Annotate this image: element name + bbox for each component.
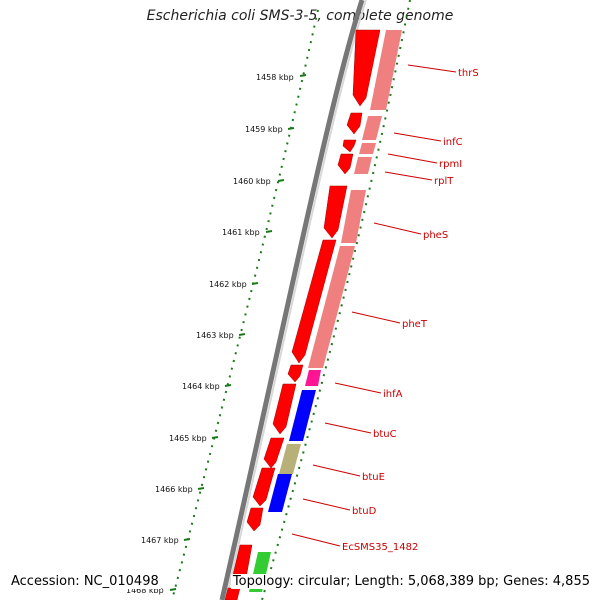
- ruler-label: 1462 kbp: [209, 280, 247, 289]
- gene-band: [341, 190, 366, 243]
- ruler-label: 1460 kbp: [233, 177, 271, 186]
- ruler-label: 1468 kbp: [126, 586, 164, 595]
- ruler-tick: [183, 538, 191, 541]
- gene-band: [308, 246, 355, 368]
- cds-arrow: [272, 383, 297, 435]
- leader-line: [393, 132, 442, 142]
- label-leaders: [291, 64, 457, 547]
- ruler-outer-dotted: [171, 9, 319, 600]
- ruler-label: 1465 kbp: [169, 434, 207, 443]
- cds-arrows: [224, 29, 381, 600]
- ruler-label: 1466 kbp: [155, 485, 193, 494]
- ruler-ticks: [169, 74, 307, 591]
- leader-line: [373, 222, 422, 235]
- ruler-labels: 1458 kbp 1459 kbp 1460 kbp 1461 kbp 1462…: [126, 73, 294, 595]
- cds-arrow: [263, 437, 285, 469]
- ruler-label: 1458 kbp: [256, 73, 294, 82]
- leader-line: [334, 382, 382, 394]
- cds-arrow: [352, 29, 381, 107]
- gene-band: [279, 444, 301, 474]
- cds-arrow: [323, 185, 348, 239]
- gene-label-btuD: btuD: [352, 506, 377, 517]
- ruler-label: 1461 kbp: [222, 228, 260, 237]
- ruler-tick: [251, 282, 259, 285]
- gene-band: [359, 143, 376, 154]
- gene-band: [354, 157, 372, 174]
- cds-arrow: [291, 239, 337, 364]
- ruler-tick: [197, 487, 205, 490]
- gene-label-btuC: btuC: [373, 429, 397, 440]
- ruler-label: 1467 kbp: [141, 536, 179, 545]
- gene-label-thrS: thrS: [458, 68, 479, 79]
- gene-band: [305, 370, 321, 386]
- gene-label-rpmI: rpmI: [439, 159, 462, 170]
- leader-line: [302, 498, 351, 511]
- ruler-tick: [224, 384, 232, 387]
- gene-band: [289, 390, 316, 441]
- gene-label-EcSMS35_1482: EcSMS35_1482: [342, 542, 418, 553]
- ruler-tick: [287, 127, 295, 130]
- genome-summary-text: Topology: circular; Length: 5,068,389 bp…: [230, 574, 592, 589]
- leader-line: [351, 311, 401, 324]
- gene-band: [362, 116, 382, 140]
- ruler-label: 1463 kbp: [196, 331, 234, 340]
- gene-label-btuE: btuE: [362, 472, 385, 483]
- cds-arrow: [337, 153, 354, 175]
- ruler-tick: [238, 333, 246, 336]
- accession-text: Accession: NC_010498: [9, 574, 161, 589]
- cds-arrow: [287, 364, 304, 383]
- cds-arrow: [342, 139, 357, 153]
- ruler-inner-dotted: [261, 0, 411, 600]
- leader-line: [312, 464, 361, 477]
- leader-line: [407, 64, 457, 73]
- ruler-tick: [265, 230, 273, 233]
- gene-label-infC: infC: [443, 137, 463, 148]
- gene-labels: thrS infC rpmI rplT pheS pheT ihfA btuC …: [342, 68, 479, 553]
- cds-arrow: [224, 587, 241, 600]
- ruler-tick: [169, 588, 177, 591]
- leader-line: [324, 422, 372, 434]
- leader-line: [291, 533, 341, 547]
- map-title: Escherichia coli SMS-3-5, complete genom…: [146, 8, 454, 24]
- gene-bands: [249, 30, 402, 592]
- ruler-tick: [211, 436, 219, 439]
- cds-arrow: [246, 507, 264, 532]
- gene-label-pheS: pheS: [423, 230, 448, 241]
- gene-label-rplT: rplT: [434, 176, 454, 187]
- ruler-label: 1459 kbp: [245, 125, 283, 134]
- ruler-tick: [299, 74, 307, 77]
- gene-band: [268, 474, 292, 512]
- genome-backbone: [219, 0, 365, 600]
- gene-band: [370, 30, 402, 110]
- leader-line: [387, 153, 438, 164]
- gene-label-pheT: pheT: [402, 319, 428, 330]
- ruler-tick: [277, 179, 285, 182]
- cds-arrow: [252, 467, 276, 507]
- genome-backbone-highlight: [225, 0, 367, 600]
- ruler-label: 1464 kbp: [182, 382, 220, 391]
- gene-label-ihfA: ihfA: [383, 389, 403, 400]
- cds-arrow: [346, 112, 363, 135]
- leader-line: [384, 171, 433, 181]
